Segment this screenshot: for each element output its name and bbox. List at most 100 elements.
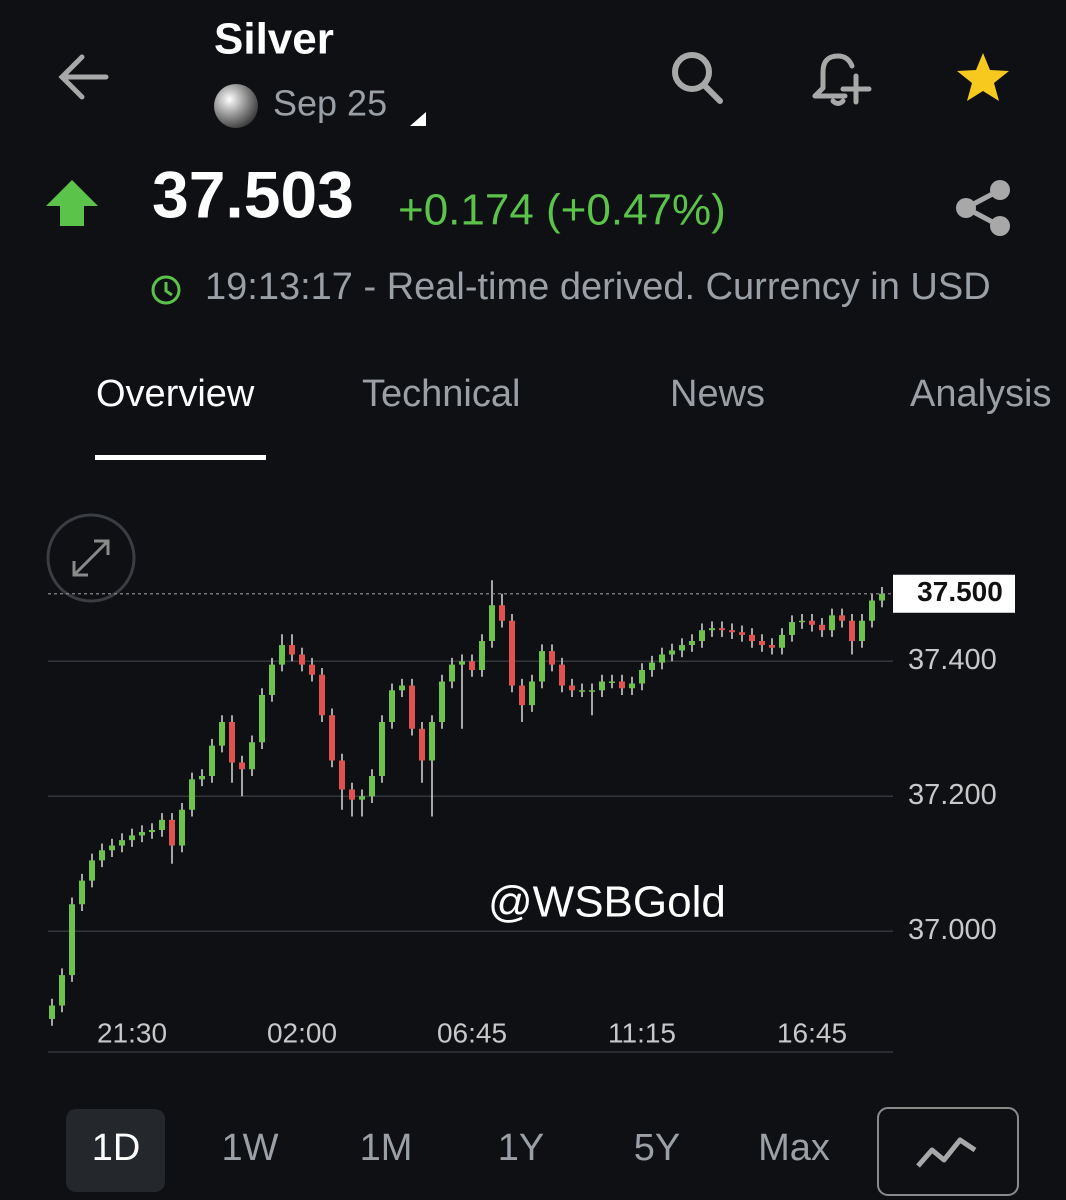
search-button[interactable] bbox=[672, 52, 723, 104]
candle-body bbox=[439, 681, 445, 722]
candle-body bbox=[339, 760, 345, 790]
candle-body bbox=[589, 690, 595, 692]
candle-body bbox=[209, 745, 215, 776]
share-button[interactable] bbox=[956, 180, 1010, 236]
candle-body bbox=[349, 789, 355, 800]
candle-body bbox=[879, 593, 885, 601]
candle-body bbox=[619, 681, 625, 689]
candle-body bbox=[509, 620, 515, 686]
period-button[interactable]: 1W bbox=[222, 1127, 279, 1169]
candle-body bbox=[529, 681, 535, 706]
candle-body bbox=[269, 664, 275, 695]
candle-body bbox=[409, 685, 415, 729]
candle-body bbox=[419, 728, 425, 761]
contract[interactable]: Sep 25 bbox=[273, 83, 387, 124]
candle-body bbox=[399, 685, 405, 691]
timestamp: 19:13:17 - Real-time derived. Currency i… bbox=[205, 266, 991, 308]
contract-dropdown[interactable] bbox=[410, 112, 426, 126]
candle-body bbox=[309, 664, 315, 675]
candle-body bbox=[799, 620, 805, 623]
x-tick-label: 02:00 bbox=[267, 1017, 337, 1048]
candle-body bbox=[469, 661, 475, 671]
candle-body bbox=[609, 681, 615, 683]
tab[interactable]: Overview bbox=[96, 373, 255, 415]
period-button[interactable]: 1M bbox=[360, 1127, 413, 1169]
expand-button[interactable] bbox=[46, 513, 136, 603]
candle-body bbox=[149, 830, 155, 833]
candle-body bbox=[729, 630, 735, 633]
candle-body bbox=[119, 840, 125, 846]
candle-body bbox=[579, 690, 585, 692]
candle-body bbox=[369, 776, 375, 797]
y-tick-label: 37.000 bbox=[908, 914, 997, 946]
favorite-star[interactable] bbox=[957, 53, 1009, 101]
candle-body bbox=[639, 670, 645, 684]
candle-body bbox=[569, 685, 575, 691]
tab-underline bbox=[95, 455, 266, 460]
candle-body bbox=[219, 722, 225, 746]
period-button[interactable]: Max bbox=[758, 1127, 830, 1169]
candle-body bbox=[559, 664, 565, 686]
candle-body bbox=[769, 645, 775, 648]
period-button[interactable]: 1Y bbox=[498, 1127, 544, 1169]
x-tick-label: 11:15 bbox=[608, 1017, 676, 1048]
candle-body bbox=[89, 860, 95, 881]
y-tick-label: 37.400 bbox=[908, 644, 997, 676]
candle-body bbox=[329, 715, 335, 761]
candle-body bbox=[839, 615, 845, 621]
candle-body bbox=[819, 624, 825, 631]
price-change: +0.174 (+0.47%) bbox=[398, 186, 726, 235]
candle-body bbox=[259, 695, 265, 743]
tab[interactable]: Analysis bbox=[910, 373, 1052, 415]
candle-body bbox=[849, 620, 855, 641]
y-tick-label: 37.200 bbox=[908, 779, 997, 811]
candle-body bbox=[109, 845, 115, 851]
candle-body bbox=[229, 722, 235, 763]
candle-body bbox=[289, 645, 295, 655]
tab[interactable]: News bbox=[670, 373, 765, 415]
candle-body bbox=[359, 796, 365, 800]
candle-body bbox=[279, 645, 285, 665]
candle-body bbox=[199, 776, 205, 780]
alert-button[interactable] bbox=[812, 53, 872, 106]
tab[interactable]: Technical bbox=[362, 373, 520, 415]
candle-body bbox=[429, 722, 435, 761]
candle-body bbox=[79, 880, 85, 905]
price-tag bbox=[893, 574, 1015, 613]
candle-body bbox=[189, 779, 195, 810]
candle-body bbox=[779, 634, 785, 648]
candle-body bbox=[99, 850, 105, 861]
candle-body bbox=[549, 651, 555, 665]
candle-body bbox=[139, 832, 145, 836]
candle-body bbox=[689, 641, 695, 646]
candle-body bbox=[649, 662, 655, 671]
price-tag-label: 37.500 bbox=[917, 576, 1003, 607]
candle-body bbox=[59, 975, 65, 1006]
price: 37.503 bbox=[152, 157, 354, 231]
candle-body bbox=[709, 628, 715, 631]
candle-body bbox=[449, 664, 455, 682]
watermark: @WSBGold bbox=[488, 878, 726, 927]
back-button[interactable] bbox=[58, 54, 109, 100]
candle-body bbox=[539, 651, 545, 682]
candle-body bbox=[739, 632, 745, 635]
clock-icon bbox=[151, 275, 181, 305]
period-button[interactable]: 1D bbox=[92, 1127, 141, 1169]
candle-body bbox=[249, 742, 255, 770]
chart-style-button[interactable] bbox=[877, 1107, 1019, 1196]
candle-body bbox=[699, 630, 705, 641]
candle-body bbox=[479, 641, 485, 671]
candle-body bbox=[319, 674, 325, 716]
candle-body bbox=[499, 605, 505, 621]
candle-body bbox=[629, 683, 635, 689]
candle-body bbox=[49, 1005, 55, 1019]
period-button[interactable]: 5Y bbox=[634, 1127, 680, 1169]
candle-body bbox=[239, 762, 245, 770]
candle-body bbox=[789, 622, 795, 635]
chart: 37.000 37.200 37.400 21:30 02:00 06:45 11:15 16… bbox=[48, 574, 1015, 1053]
x-tick-label: 21:30 bbox=[97, 1017, 167, 1048]
candle-body bbox=[809, 620, 815, 625]
